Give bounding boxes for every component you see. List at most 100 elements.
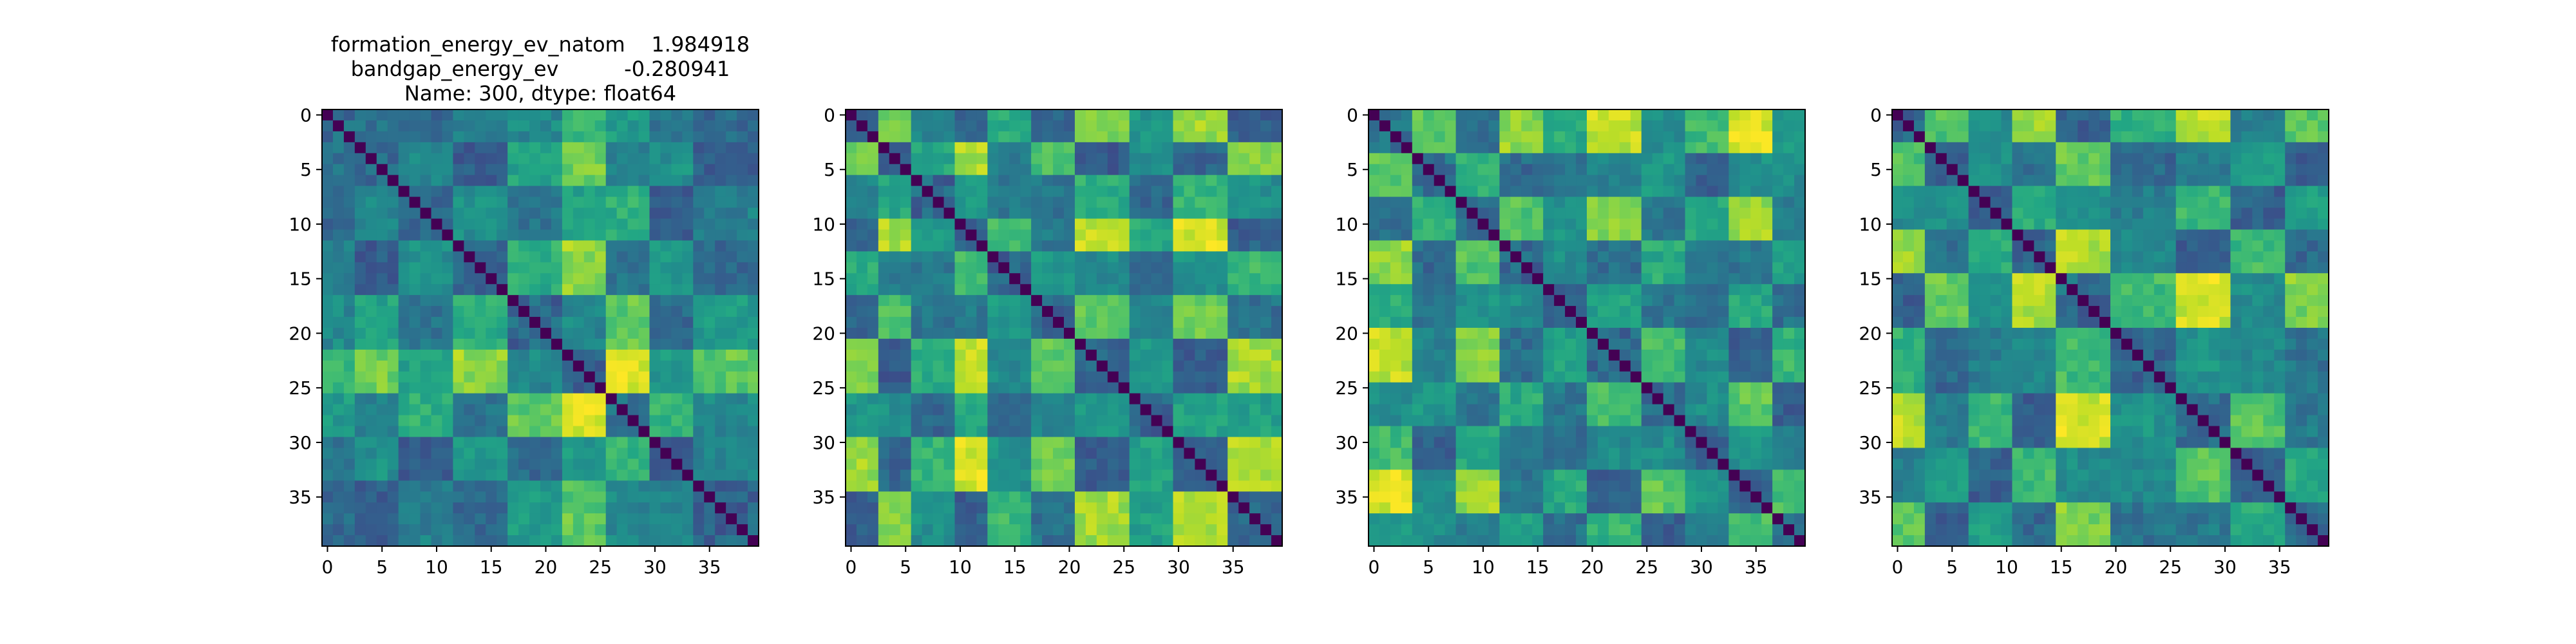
heatmap-cell bbox=[1368, 415, 1380, 427]
heatmap-cell bbox=[551, 295, 563, 307]
heatmap-cell bbox=[322, 502, 334, 514]
heatmap-cell bbox=[856, 426, 868, 438]
heatmap-cell bbox=[943, 131, 956, 143]
heatmap-cell bbox=[420, 229, 432, 241]
heatmap-cell bbox=[583, 185, 596, 198]
heatmap-cell bbox=[1674, 273, 1686, 285]
heatmap-cell bbox=[540, 251, 552, 263]
heatmap-cell bbox=[976, 480, 988, 492]
heatmap-cell bbox=[1750, 404, 1762, 416]
heatmap-cell bbox=[1206, 109, 1217, 121]
heatmap-cell bbox=[1565, 317, 1577, 328]
heatmap-cell bbox=[1129, 262, 1141, 274]
heatmap-cell bbox=[1074, 229, 1086, 241]
heatmap-cell bbox=[638, 240, 650, 252]
heatmap-cell bbox=[1434, 109, 1446, 121]
heatmap-cell bbox=[464, 480, 475, 492]
heatmap-cell bbox=[1162, 306, 1174, 317]
heatmap-cell bbox=[387, 513, 399, 525]
heatmap-cell bbox=[1031, 426, 1043, 438]
heatmap-cell bbox=[1477, 207, 1490, 220]
heatmap-cell bbox=[1576, 175, 1587, 187]
heatmap-cell bbox=[1477, 426, 1490, 438]
heatmap-cell bbox=[1728, 404, 1740, 416]
heatmap-cell bbox=[398, 535, 410, 547]
heatmap-cell bbox=[1696, 502, 1708, 514]
heatmap-cell bbox=[638, 491, 650, 503]
heatmap-cell bbox=[1608, 480, 1620, 492]
heatmap-cell bbox=[965, 448, 977, 459]
heatmap-cell bbox=[660, 164, 672, 176]
heatmap-cell bbox=[616, 218, 629, 231]
heatmap-cell bbox=[867, 535, 879, 547]
heatmap-cell bbox=[605, 164, 618, 176]
heatmap-cell bbox=[1707, 207, 1718, 220]
heatmap-cell bbox=[954, 469, 967, 481]
heatmap-cell bbox=[1477, 338, 1490, 350]
heatmap-cell bbox=[1510, 185, 1522, 198]
heatmap-cell bbox=[1739, 164, 1751, 176]
heatmap-cell bbox=[671, 306, 683, 317]
heatmap-cell bbox=[1608, 251, 1620, 263]
heatmap-cell bbox=[987, 196, 999, 209]
heatmap-cell bbox=[1249, 284, 1261, 296]
heatmap-cell bbox=[1434, 349, 1446, 361]
heatmap-cell bbox=[420, 131, 432, 143]
heatmap-cell bbox=[343, 120, 355, 132]
heatmap-cell bbox=[1118, 196, 1130, 209]
heatmap-cell bbox=[464, 426, 475, 438]
heatmap-cell bbox=[453, 251, 464, 263]
heatmap-cell bbox=[1783, 295, 1795, 307]
heatmap-cell bbox=[1227, 524, 1239, 536]
heatmap-cell bbox=[1140, 360, 1152, 372]
heatmap-cell bbox=[1444, 196, 1457, 209]
heatmap-cell bbox=[507, 120, 519, 132]
heatmap-cell bbox=[1761, 109, 1773, 121]
heatmap-cell bbox=[1794, 142, 1806, 154]
heatmap-cell bbox=[518, 317, 530, 328]
heatmap-cell bbox=[1728, 513, 1740, 525]
heatmap-cell bbox=[387, 317, 399, 328]
heatmap-cell bbox=[409, 491, 421, 503]
heatmap-cell bbox=[486, 426, 497, 438]
heatmap-cell bbox=[1990, 120, 2002, 132]
heatmap-cell bbox=[1129, 207, 1141, 220]
heatmap-cell bbox=[1696, 131, 1708, 143]
heatmap-cell bbox=[671, 185, 683, 198]
heatmap-cell bbox=[594, 218, 607, 231]
heatmap-cell bbox=[1444, 284, 1457, 296]
heatmap-cell bbox=[1129, 404, 1141, 416]
heatmap-cell bbox=[1249, 371, 1261, 383]
heatmap-cell bbox=[998, 469, 1010, 481]
heatmap-cell bbox=[1455, 338, 1468, 350]
heatmap-cell bbox=[464, 240, 475, 252]
heatmap-cell bbox=[1107, 164, 1119, 176]
heatmap-cell bbox=[867, 502, 879, 514]
heatmap-cell bbox=[1597, 426, 1609, 438]
y-tick-label: 0 bbox=[1347, 104, 1358, 126]
heatmap-cell bbox=[583, 513, 596, 525]
heatmap-cell bbox=[1053, 448, 1065, 459]
heatmap-cell bbox=[1074, 426, 1086, 438]
heatmap-cell bbox=[1401, 502, 1413, 514]
heatmap-cell bbox=[1587, 273, 1598, 285]
heatmap-cell bbox=[1390, 382, 1402, 394]
heatmap-cell bbox=[1466, 480, 1479, 492]
heatmap-cell bbox=[409, 306, 421, 317]
heatmap-cell bbox=[1477, 502, 1490, 514]
heatmap-cell bbox=[1031, 295, 1043, 307]
heatmap-cell bbox=[1260, 109, 1272, 121]
heatmap-cell bbox=[442, 109, 453, 121]
heatmap-cell bbox=[627, 251, 639, 263]
heatmap-cell bbox=[660, 349, 672, 361]
heatmap-cell bbox=[1009, 469, 1021, 481]
heatmap-cell bbox=[867, 196, 879, 209]
heatmap-cell bbox=[1151, 382, 1163, 394]
heatmap-cell bbox=[507, 185, 519, 198]
heatmap-cell bbox=[1227, 295, 1239, 307]
heatmap-cell bbox=[1685, 240, 1697, 252]
heatmap-cell bbox=[365, 196, 377, 209]
heatmap-cell bbox=[583, 437, 596, 449]
heatmap-cell bbox=[1140, 513, 1152, 525]
heatmap-cell bbox=[649, 328, 661, 339]
